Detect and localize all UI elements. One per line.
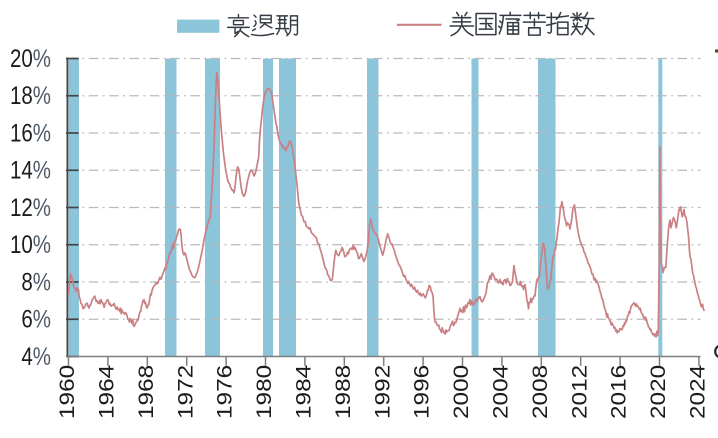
svg-text:2008: 2008 bbox=[528, 365, 552, 419]
svg-text:2000: 2000 bbox=[449, 365, 473, 419]
svg-text:2016: 2016 bbox=[606, 365, 630, 419]
svg-text:8%: 8% bbox=[21, 267, 51, 295]
svg-text:2012: 2012 bbox=[567, 365, 591, 419]
svg-text:14%: 14% bbox=[10, 156, 51, 184]
svg-text:1988: 1988 bbox=[331, 365, 355, 419]
svg-text:4%: 4% bbox=[21, 342, 51, 370]
svg-text:20%: 20% bbox=[10, 44, 51, 72]
svg-text:1972: 1972 bbox=[173, 365, 197, 419]
svg-text:2020: 2020 bbox=[646, 365, 670, 419]
svg-text:16%: 16% bbox=[10, 118, 51, 146]
svg-text:18%: 18% bbox=[10, 81, 51, 109]
svg-text:1968: 1968 bbox=[134, 365, 158, 419]
svg-text:1964: 1964 bbox=[94, 365, 118, 419]
svg-text:1960: 1960 bbox=[55, 365, 79, 419]
svg-text:1984: 1984 bbox=[291, 365, 315, 419]
svg-text:6%: 6% bbox=[21, 305, 51, 333]
svg-text:1992: 1992 bbox=[370, 365, 394, 419]
svg-text:12%: 12% bbox=[10, 193, 51, 221]
svg-text:2024: 2024 bbox=[685, 365, 709, 419]
svg-text:1976: 1976 bbox=[212, 365, 236, 419]
svg-text:1996: 1996 bbox=[409, 365, 433, 419]
svg-text:2004: 2004 bbox=[488, 365, 512, 419]
svg-text:1980: 1980 bbox=[252, 365, 276, 419]
svg-text:10%: 10% bbox=[10, 230, 51, 258]
